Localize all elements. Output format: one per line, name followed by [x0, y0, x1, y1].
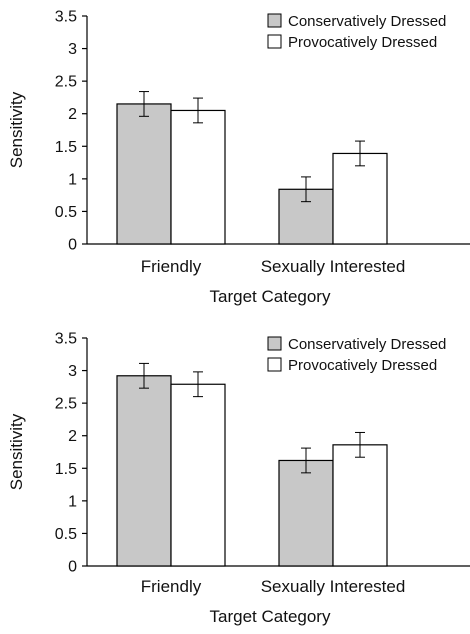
bar — [278, 188, 334, 245]
legend-swatch — [267, 336, 282, 351]
bar — [116, 375, 172, 567]
y-axis-title: Sensitivity — [7, 91, 26, 168]
y-tick-label: 1.5 — [55, 461, 77, 478]
bar — [116, 103, 172, 245]
category-label: Sexually Interested — [261, 257, 406, 276]
bar — [278, 459, 334, 567]
y-tick-label: 3 — [68, 363, 77, 380]
y-tick-label: 0 — [68, 559, 77, 576]
y-tick-label: 3.5 — [55, 9, 77, 26]
y-tick-label: 3 — [68, 41, 77, 58]
y-tick-label: 0 — [68, 237, 77, 254]
legend-swatch — [267, 13, 282, 28]
category-label: Sexually Interested — [261, 577, 406, 596]
bar — [332, 152, 388, 245]
x-axis-title: Target Category — [210, 607, 331, 626]
chart-panel-1: 0 0.5 1 1.5 2 2.5 3 3.5 Sensitivity Friendly Sexua… — [7, 9, 470, 306]
y-tick-label: 0.5 — [55, 526, 77, 543]
y-tick-label: 2.5 — [55, 74, 77, 91]
legend-label: Provocatively Dressed — [288, 34, 437, 51]
legend-swatch — [267, 34, 282, 49]
legend: Conservatively Dressed Provocatively Dres… — [267, 336, 446, 374]
x-axis-title: Target Category — [210, 287, 331, 306]
legend-label: Provocatively Dressed — [288, 357, 437, 374]
legend-label: Conservatively Dressed — [288, 13, 446, 30]
y-tick-label: 3.5 — [55, 331, 77, 348]
category-label: Friendly — [141, 577, 202, 596]
bar — [170, 109, 226, 245]
y-axis-title: Sensitivity — [7, 413, 26, 490]
bar — [170, 383, 226, 567]
legend-swatch — [267, 357, 282, 372]
bar — [332, 444, 388, 567]
y-tick-label: 2.5 — [55, 396, 77, 413]
legend-label: Conservatively Dressed — [288, 336, 446, 353]
y-tick-label: 1 — [68, 493, 77, 510]
y-tick-label: 0.5 — [55, 204, 77, 221]
legend: Conservatively Dressed Provocatively Dres… — [267, 13, 446, 51]
y-tick-label: 1 — [68, 171, 77, 188]
category-label: Friendly — [141, 257, 202, 276]
y-tick-label: 1.5 — [55, 139, 77, 156]
y-tick-label: 2 — [68, 106, 77, 123]
y-tick-label: 2 — [68, 428, 77, 445]
chart-panel-2: 0 0.5 1 1.5 2 2.5 3 3.5 Sensitivity Friendly Sexua… — [7, 331, 470, 626]
